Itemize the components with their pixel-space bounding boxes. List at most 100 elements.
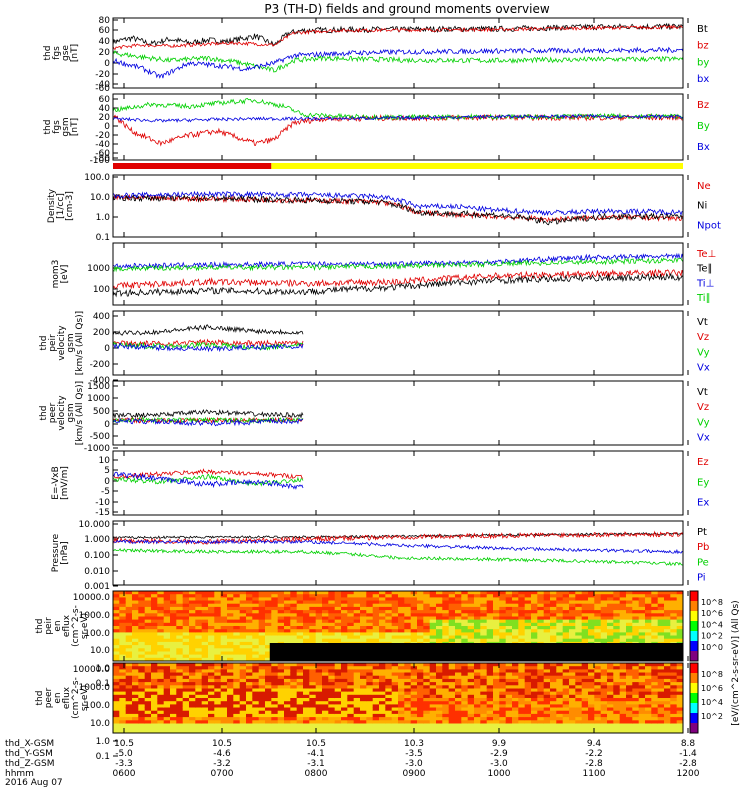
spec-cell — [505, 622, 513, 627]
spec-cell — [220, 726, 228, 731]
spec-cell — [322, 698, 329, 702]
spec-cell — [201, 678, 209, 683]
spec-cell — [461, 606, 468, 611]
spec-cell — [651, 723, 658, 728]
spec-cell — [176, 726, 183, 731]
spec-cell — [448, 616, 456, 621]
spec-cell — [645, 629, 652, 633]
spec-cell — [353, 675, 361, 680]
spec-cell — [246, 726, 253, 731]
spec-cell — [512, 675, 519, 680]
spec-cell — [626, 685, 633, 689]
spec-cell — [132, 641, 139, 646]
panel-fgs_gsm: thdfgsgsm[nT]6040200-20-40-60-80-100BzBy… — [43, 93, 710, 166]
spec-cell — [227, 729, 234, 734]
spec-cell — [113, 603, 120, 608]
spec-cell — [265, 729, 272, 734]
spec-cell — [588, 638, 595, 643]
spec-cell — [113, 651, 120, 656]
spec-cell — [252, 597, 259, 601]
spec-cell — [233, 701, 240, 705]
spec-cell — [594, 694, 601, 699]
spec-cell — [455, 707, 462, 712]
spec-cell — [512, 626, 519, 630]
spec-cell — [556, 632, 563, 636]
spec-cell — [575, 691, 582, 696]
spec-cell — [132, 638, 139, 643]
spec-cell — [600, 626, 608, 630]
spec-cell — [246, 638, 253, 643]
spec-cell — [309, 688, 316, 693]
legend-Vt: Vt — [697, 317, 708, 328]
spec-cell — [182, 685, 190, 689]
spec-cell — [569, 691, 576, 696]
spec-cell — [607, 613, 614, 617]
spec-cell — [296, 672, 304, 677]
spec-cell — [258, 710, 266, 715]
spec-cell — [144, 723, 152, 728]
spec-cell — [252, 622, 259, 627]
spec-cell — [594, 707, 601, 712]
spec-cell — [239, 626, 247, 630]
spec-cell — [315, 619, 323, 624]
spec-cell — [315, 629, 323, 633]
spec-cell — [664, 685, 671, 689]
spec-cell — [113, 729, 120, 734]
spec-cell — [632, 707, 639, 712]
spec-cell — [480, 723, 487, 728]
spec-cell — [664, 729, 671, 734]
spec-cell — [467, 666, 475, 670]
spec-cell — [233, 654, 240, 659]
spec-cell — [594, 704, 601, 708]
spec-cell — [334, 616, 342, 621]
colorbar-tick: 10^0 — [701, 643, 723, 652]
spec-cell — [607, 678, 614, 683]
spec-cell — [493, 701, 500, 705]
spec-cell — [537, 726, 544, 731]
spec-cell — [170, 726, 177, 731]
spec-cell — [524, 698, 532, 702]
spec-cell — [284, 610, 291, 614]
spec-cell — [657, 720, 665, 724]
spec-cell — [220, 603, 228, 608]
spec-cell — [562, 619, 570, 624]
series-Vt — [112, 408, 304, 420]
spec-cell — [638, 678, 646, 683]
spec-cell — [638, 682, 646, 686]
spec-cell — [309, 675, 316, 680]
spec-cell — [227, 591, 234, 595]
spec-cell — [265, 597, 272, 601]
spec-cell — [341, 622, 348, 627]
spec-cell — [467, 635, 475, 640]
spec-cell — [505, 632, 513, 636]
spec-cell — [233, 629, 240, 633]
spec-cell — [676, 610, 684, 614]
spec-cell — [581, 600, 589, 605]
spec-cell — [290, 635, 297, 640]
spec-cell — [600, 694, 608, 699]
spec-cell — [195, 616, 202, 621]
spec-cell — [220, 720, 228, 724]
spec-cell — [575, 682, 582, 686]
spec-cell — [366, 635, 373, 640]
spec-cell — [442, 726, 449, 731]
spec-cell — [499, 610, 506, 614]
spec-cell — [461, 672, 468, 677]
spec-cell — [258, 635, 266, 640]
spec-cell — [195, 663, 202, 667]
spec-cell — [239, 707, 247, 712]
spec-cell — [600, 663, 608, 667]
spec-cell — [239, 726, 247, 731]
spec-cell — [581, 613, 589, 617]
spec-cell — [214, 635, 221, 640]
spec-cell — [537, 606, 544, 611]
spec-cell — [537, 723, 544, 728]
spec-cell — [442, 707, 449, 712]
spec-cell — [163, 629, 171, 633]
spec-cell — [201, 701, 209, 705]
spec-cell — [303, 606, 310, 611]
spec-cell — [505, 678, 513, 683]
spec-cell — [144, 710, 152, 715]
spec-cell — [391, 603, 399, 608]
spec-cell — [645, 638, 652, 643]
